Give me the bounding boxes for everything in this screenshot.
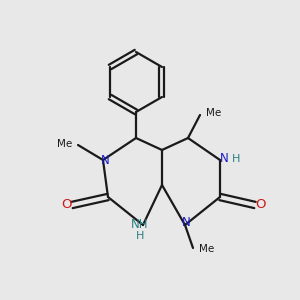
Text: O: O: [61, 199, 71, 212]
Text: NH: NH: [131, 218, 149, 230]
Text: Me: Me: [206, 108, 221, 118]
Text: Me: Me: [57, 139, 72, 149]
Text: N: N: [100, 154, 109, 166]
Text: N: N: [182, 217, 190, 230]
Text: H: H: [232, 154, 240, 164]
Text: O: O: [256, 199, 266, 212]
Text: Me: Me: [199, 244, 214, 254]
Text: H: H: [136, 231, 144, 241]
Text: N: N: [220, 152, 228, 166]
